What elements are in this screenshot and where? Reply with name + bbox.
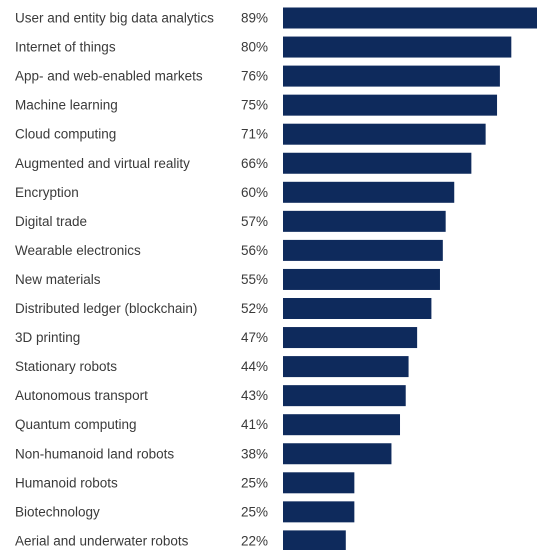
value-label: 89% — [241, 11, 268, 26]
category-label: App- and web-enabled markets — [15, 69, 203, 84]
value-label: 71% — [241, 127, 268, 142]
category-label: Autonomous transport — [15, 388, 148, 403]
value-label: 44% — [241, 359, 268, 374]
value-label: 56% — [241, 243, 268, 258]
bar-row: Quantum computing 41% — [15, 414, 401, 436]
category-label: Internet of things — [15, 40, 116, 55]
category-label: Non-humanoid land robots — [15, 446, 174, 461]
value-label: 38% — [241, 446, 268, 461]
category-label: Distributed ledger (blockchain) — [15, 301, 197, 316]
bar — [283, 472, 355, 494]
category-label: 3D printing — [15, 330, 80, 345]
bar-row: App- and web-enabled markets 76% — [15, 65, 500, 87]
bar-row: Digital trade 57% — [15, 210, 446, 232]
category-label: Encryption — [15, 185, 79, 200]
bar — [283, 239, 443, 261]
value-label: 22% — [241, 533, 268, 548]
bar — [283, 268, 440, 290]
value-label: 52% — [241, 301, 268, 316]
category-label: Machine learning — [15, 98, 118, 113]
value-label: 57% — [241, 214, 268, 229]
value-label: 25% — [241, 504, 268, 519]
bar — [283, 327, 418, 349]
bar-row: Wearable electronics 56% — [15, 239, 443, 261]
bar-row: New materials 55% — [15, 268, 440, 290]
value-label: 76% — [241, 69, 268, 84]
category-label: User and entity big data analytics — [15, 11, 214, 26]
bar-row: Cloud computing 71% — [15, 123, 486, 145]
value-label: 60% — [241, 185, 268, 200]
value-label: 47% — [241, 330, 268, 345]
bar — [283, 414, 401, 436]
category-label: Cloud computing — [15, 127, 116, 142]
bar — [283, 152, 472, 174]
bar — [283, 210, 446, 232]
bar-row: Biotechnology 25% — [15, 501, 355, 523]
bar — [283, 356, 409, 378]
bar — [283, 123, 486, 145]
value-label: 43% — [241, 388, 268, 403]
value-label: 41% — [241, 417, 268, 432]
bar-row: Distributed ledger (blockchain) 52% — [15, 298, 432, 319]
bar-row: Encryption 60% — [15, 181, 455, 203]
bar — [283, 530, 346, 550]
value-label: 55% — [241, 272, 268, 287]
bar — [283, 298, 432, 319]
bar — [283, 7, 537, 29]
category-label: New materials — [15, 272, 101, 287]
category-label: Aerial and underwater robots — [15, 533, 189, 548]
category-label: Humanoid robots — [15, 475, 118, 490]
bar-row: Machine learning 75% — [15, 94, 498, 116]
bar — [283, 36, 512, 58]
bar — [283, 385, 406, 407]
bar-row: User and entity big data analytics 89% — [15, 7, 537, 29]
bar-row: Humanoid robots 25% — [15, 472, 355, 494]
bar-row: Autonomous transport 43% — [15, 385, 406, 407]
bar-row: Augmented and virtual reality 66% — [15, 152, 472, 174]
category-label: Biotechnology — [15, 504, 100, 519]
value-label: 80% — [241, 40, 268, 55]
bar-row: Aerial and underwater robots 22% — [15, 530, 346, 550]
bar — [283, 94, 498, 116]
bar — [283, 65, 500, 87]
value-label: 25% — [241, 475, 268, 490]
value-label: 75% — [241, 98, 268, 113]
bar — [283, 443, 392, 465]
category-label: Augmented and virtual reality — [15, 156, 190, 171]
category-label: Stationary robots — [15, 359, 117, 374]
bar-row: Internet of things 80% — [15, 36, 512, 58]
category-label: Digital trade — [15, 214, 87, 229]
bar-rows: User and entity big data analytics 89% Int… — [15, 7, 537, 550]
value-label: 66% — [241, 156, 268, 171]
category-label: Quantum computing — [15, 417, 137, 432]
bar-row: Non-humanoid land robots 38% — [15, 443, 392, 465]
category-label: Wearable electronics — [15, 243, 141, 258]
bar-row: 3D printing 47% — [15, 327, 418, 349]
bar — [283, 181, 455, 203]
bar-row: Stationary robots 44% — [15, 356, 409, 378]
bar — [283, 501, 355, 523]
